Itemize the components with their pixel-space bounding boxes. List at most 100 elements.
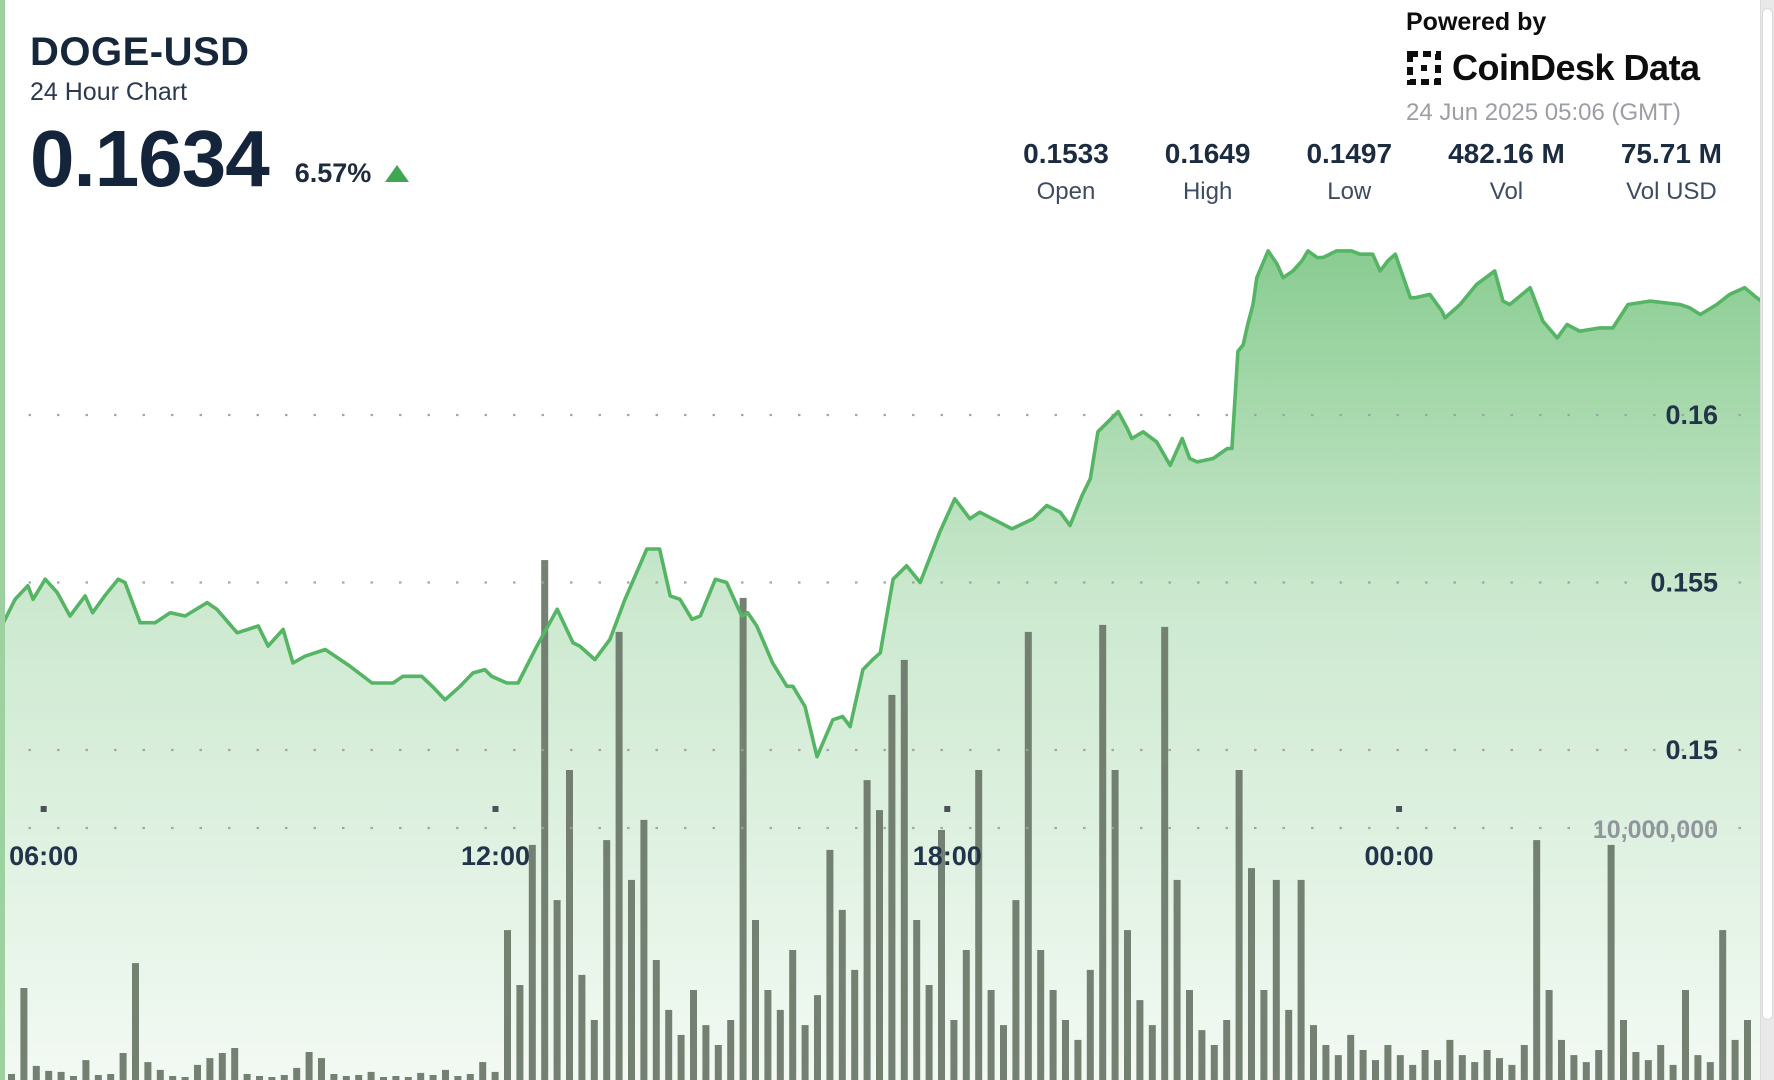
volume-bar	[1533, 840, 1541, 1080]
volume-bar	[342, 1076, 350, 1080]
volume-bar	[57, 1071, 65, 1080]
scrollbar-thumb[interactable]	[1762, 8, 1773, 1020]
volume-bar	[1074, 1039, 1082, 1080]
volume-bar	[1570, 1055, 1578, 1080]
volume-bar	[1173, 879, 1181, 1080]
volume-bar	[1248, 868, 1255, 1080]
volume-bar	[466, 1074, 474, 1080]
volume-bar	[1037, 950, 1045, 1080]
volume-bar	[8, 1074, 15, 1080]
volume-bar	[900, 659, 908, 1080]
volume-bar	[727, 1020, 735, 1080]
volume-bar	[1694, 1055, 1702, 1080]
volume-bar	[1161, 626, 1169, 1080]
volume-bar	[1310, 1025, 1317, 1080]
stat-label: Vol USD	[1626, 178, 1717, 205]
volume-bar	[156, 1069, 164, 1080]
volume-bar	[1731, 1039, 1739, 1080]
volume-bar	[640, 819, 648, 1080]
volume-bar	[888, 694, 896, 1080]
volume-bar	[1210, 1045, 1218, 1080]
volume-bar	[1657, 1045, 1665, 1080]
volume-bar	[256, 1076, 263, 1080]
volume-bar	[1644, 1060, 1652, 1080]
volume-bar	[516, 985, 524, 1080]
volume-bars	[8, 560, 1751, 1080]
volume-bar	[1322, 1045, 1330, 1080]
volume-bar	[194, 1064, 201, 1080]
volume-bar	[318, 1058, 325, 1080]
volume-bar	[94, 1075, 102, 1080]
volume-bar	[1669, 1064, 1677, 1080]
stat-vol-usd: 75.71 M Vol USD	[1621, 138, 1722, 206]
volume-bar	[962, 950, 970, 1080]
volume-bar	[132, 963, 139, 1080]
volume-bar	[491, 1071, 499, 1080]
stat-low: 0.1497 Low	[1306, 138, 1392, 206]
volume-bar	[70, 1076, 77, 1080]
volume-bar	[590, 1020, 598, 1080]
volume-bar	[330, 1074, 338, 1080]
stat-label: Vol	[1489, 178, 1524, 205]
time-axis-label: 00:00	[1365, 841, 1434, 871]
volume-bar	[1496, 1058, 1503, 1080]
volume-bar	[628, 879, 635, 1080]
volume-bar	[32, 1065, 40, 1080]
volume-bar	[206, 1058, 214, 1080]
volume-bar	[938, 830, 945, 1080]
time-tick	[492, 806, 499, 812]
volume-bar	[144, 1062, 152, 1080]
volume-bar	[1285, 1009, 1293, 1080]
volume-bar	[925, 985, 933, 1080]
time-tick	[1396, 806, 1403, 812]
volume-bar	[293, 1067, 301, 1080]
branding-block: Powered by CoinDesk Data 24 Jun 2025 05:…	[1406, 8, 1700, 127]
coindesk-logo[interactable]: CoinDesk Data	[1406, 47, 1700, 89]
volume-bar	[1409, 1064, 1417, 1080]
volume-bar	[1347, 1034, 1355, 1080]
volume-bar	[1595, 1050, 1603, 1080]
volume-bar	[603, 840, 611, 1080]
volume-bar	[714, 1045, 722, 1080]
coindesk-logo-icon	[1407, 51, 1441, 85]
volume-axis-label: 10,000,000	[1593, 816, 1718, 844]
volume-bar	[690, 990, 697, 1080]
volume-bar	[181, 1077, 189, 1080]
volume-bar	[665, 1009, 673, 1080]
volume-bar	[169, 1076, 177, 1080]
instrument-header: DOGE-USD 24 Hour Chart 0.1634 6.57%	[30, 30, 410, 199]
time-axis-label: 12:00	[461, 841, 530, 871]
page-scrollbar[interactable]	[1760, 0, 1774, 1080]
instrument-symbol: DOGE-USD	[30, 30, 250, 74]
volume-bar	[1099, 624, 1107, 1080]
volume-bar	[82, 1060, 90, 1080]
volume-bar	[1024, 631, 1032, 1080]
volume-bar	[1359, 1050, 1367, 1080]
volume-bar	[305, 1052, 313, 1080]
volume-bar	[1744, 1020, 1751, 1080]
volume-bar	[1372, 1060, 1379, 1080]
volume-bar	[1297, 879, 1305, 1080]
volume-bar	[1186, 990, 1193, 1080]
volume-bar	[1062, 1020, 1069, 1080]
volume-bar	[1086, 969, 1094, 1080]
volume-bar	[838, 909, 846, 1080]
volume-bar	[913, 920, 921, 1080]
volume-bar	[541, 560, 549, 1080]
volume-bar	[1620, 1020, 1627, 1080]
stat-value: 0.1497	[1306, 138, 1393, 169]
volume-bar	[1136, 1000, 1144, 1080]
volume-bar	[950, 1020, 958, 1080]
stat-high: 0.1649 High	[1165, 138, 1251, 206]
volume-bar	[1049, 990, 1057, 1080]
volume-bar	[652, 960, 660, 1080]
volume-bar	[1124, 930, 1131, 1080]
volume-bar	[1558, 1039, 1565, 1080]
volume-bar	[504, 930, 511, 1080]
price-change: 6.57%	[295, 158, 410, 189]
volume-bar	[1223, 1020, 1231, 1080]
volume-bar	[1471, 1062, 1479, 1080]
coindesk-logo-text: CoinDesk Data	[1452, 47, 1700, 88]
volume-bar	[1582, 1062, 1590, 1080]
